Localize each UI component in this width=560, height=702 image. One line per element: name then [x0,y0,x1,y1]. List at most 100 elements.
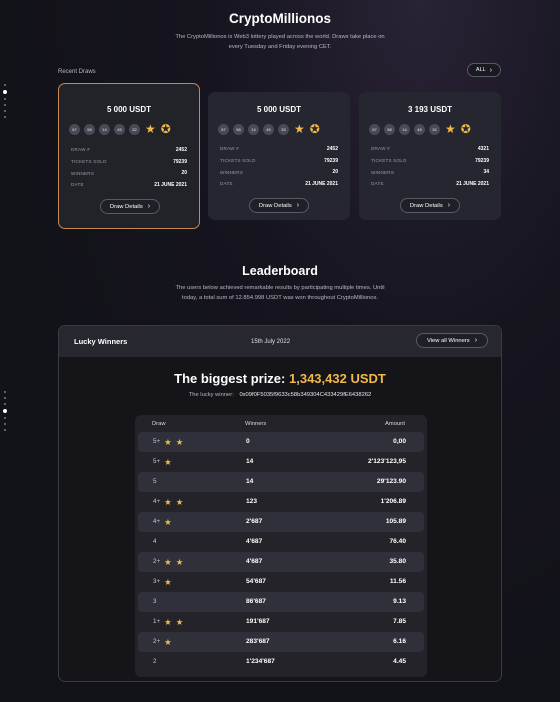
section-dots-bottom[interactable] [3,391,7,431]
card-details: DRAW # 2452 TICKETS SOLD 79239 WINNERS 2… [220,143,338,190]
dot[interactable] [4,397,6,399]
dot[interactable] [4,104,6,106]
lucky-winner-address[interactable]: 0x09f0F5035f9633c58b349304C433429fE64382… [239,392,372,398]
card-detail-row: WINNERS 20 [71,167,187,179]
star-icon: ★ [164,616,172,627]
dot[interactable] [4,429,6,431]
draw-details-button[interactable]: Draw Details › [400,198,460,213]
table-row: 4 4'687 76.40 [138,532,424,552]
draw-value: 3+ [153,578,161,585]
draw-value: 2+ [153,558,161,565]
table-row: 1+ ★ ★ 191'687 7.85 [138,612,424,632]
dot[interactable] [4,116,6,118]
recent-draws-label: Recent Draws [58,69,96,75]
number-ball: 14 [399,124,410,135]
number-ball: 33 [278,124,289,135]
draw-value: 5+ [153,458,161,465]
row-amount: 7.85 [393,618,406,625]
row-winners: 123 [246,498,258,505]
card-details: DRAW # 4321 TICKETS SOLD 79239 WINNERS 3… [371,143,489,190]
lucky-star-icon: ✪ [460,122,471,136]
dot[interactable] [4,423,6,425]
dot[interactable] [4,403,6,405]
star-icon: ★ [164,456,172,467]
detail-value: 2452 [175,146,187,153]
card-detail-row: TICKETS SOLD 79239 [220,155,338,167]
row-draw: 5+ ★ [153,456,172,467]
row-winners: 0 [246,438,250,445]
star-icon: ★ [175,436,184,447]
detail-value: 2452 [326,145,338,152]
card-details: DRAW # 2452 TICKETS SOLD 79239 WINNERS 2… [71,144,187,191]
number-ball: 14 [99,124,110,135]
draw-value: 4 [153,538,157,545]
detail-value: 34 [483,169,489,176]
card-detail-row: DATE 21 JUNE 2021 [71,179,187,191]
draw-card[interactable]: 5 000 USDT 67 58 14 45 33 ★ ✪ DRAW # 2452 TICKE… [208,92,350,220]
row-draw: 1+ ★ ★ [153,616,183,627]
dot-active[interactable] [3,90,7,94]
draw-card[interactable]: 5 000 USDT 67 58 14 45 32 ★ ✪ DRAW # 2452 TICKE… [58,83,200,229]
draw-details-label: Draw Details [258,202,292,209]
star-icon: ★ [164,496,172,507]
table-row: 5+ ★ ★ 0 0,00 [138,432,424,452]
row-draw: 3 [153,598,156,605]
table-row: 3+ ★ 54'687 11.56 [138,572,424,592]
table-body: 5+ ★ ★ 0 0,00 5+ ★ 14 2'123'123,95 5 14 29'… [138,432,424,672]
header-amount: Amount [385,421,405,427]
card-detail-row: DATE 21 JUNE 2021 [371,178,489,190]
detail-key: DATE [220,181,233,187]
row-amount: 4.45 [393,658,406,665]
leaderboard-description: The users below achieved remarkable resu… [175,285,385,301]
section-dots-top[interactable] [3,84,7,118]
dot[interactable] [4,110,6,112]
card-detail-row: DATE 21 JUNE 2021 [220,178,338,190]
detail-key: TICKETS SOLD [371,158,407,164]
dot[interactable] [4,98,6,100]
number-ball: 45 [414,124,425,135]
row-draw: 4 [153,538,156,545]
card-detail-row: TICKETS SOLD 79239 [71,156,187,168]
lucky-winners-panel: Lucky Winners 15th July 2022 View all Wi… [58,325,502,682]
draw-details-button[interactable]: Draw Details › [249,198,309,213]
detail-value: 21 JUNE 2021 [154,181,187,188]
star-icon: ★ [164,556,172,567]
row-amount: 9.13 [393,598,406,605]
row-winners: 191'687 [246,618,270,625]
chevron-right-icon: › [489,66,493,74]
table-row: 4+ ★ ★ 123 1'206.89 [138,492,424,512]
lucky-star-icon: ★ [445,122,456,136]
biggest-prize-amount: 1,343,432 USDT [289,371,386,386]
row-amount: 35.80 [389,558,406,565]
detail-key: DRAW # [371,146,390,152]
biggest-prize-label: The biggest prize: [174,371,286,386]
all-draws-button[interactable]: ALL › [467,63,501,77]
row-amount: 105.89 [385,518,406,525]
draw-value: 3 [153,598,157,605]
dot[interactable] [4,391,6,393]
card-numbers: 67 58 14 45 32 ★ ✪ [369,122,471,136]
view-all-winners-button[interactable]: View all Winners › [416,333,488,348]
table-header: Draw Winners Amount [135,415,427,432]
table-row: 3 86'687 9.13 [138,592,424,612]
card-detail-row: WINNERS 34 [371,166,489,178]
row-winners: 54'687 [246,578,266,585]
detail-value: 79239 [324,157,338,164]
dot[interactable] [4,417,6,419]
table-row: 2+ ★ ★ 4'687 35.80 [138,552,424,572]
biggest-prize: The biggest prize: 1,343,432 USDT [59,371,501,386]
draw-details-button[interactable]: Draw Details › [100,199,160,214]
dot-active[interactable] [3,409,7,413]
detail-key: TICKETS SOLD [71,159,107,165]
number-ball: 32 [429,124,440,135]
draw-card[interactable]: 3 193 USDT 67 58 14 45 32 ★ ✪ DRAW # 4321 TICKE… [359,92,501,220]
panel-header: Lucky Winners 15th July 2022 View all Wi… [59,326,501,357]
panel-date: 15th July 2022 [251,338,291,345]
chevron-right-icon: › [147,203,151,210]
card-detail-row: TICKETS SOLD 79239 [371,155,489,167]
dot[interactable] [4,84,6,86]
row-draw: 5+ ★ ★ [153,436,184,447]
row-winners: 283'687 [246,638,270,645]
number-ball: 58 [384,124,395,135]
card-detail-row: DRAW # 2452 [220,143,338,155]
